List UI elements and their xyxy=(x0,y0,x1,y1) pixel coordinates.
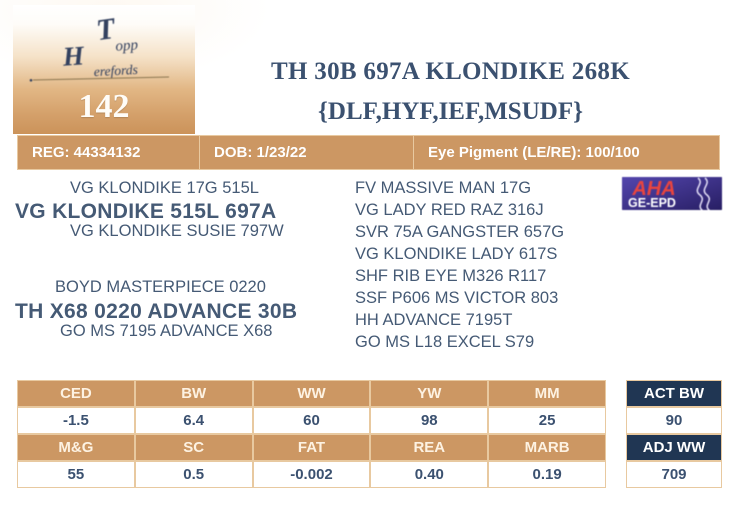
svg-text:opp: opp xyxy=(115,37,139,55)
svg-text:GE-EPD: GE-EPD xyxy=(628,196,676,210)
svg-text:H: H xyxy=(61,40,86,72)
svg-text:erefords: erefords xyxy=(93,62,138,79)
